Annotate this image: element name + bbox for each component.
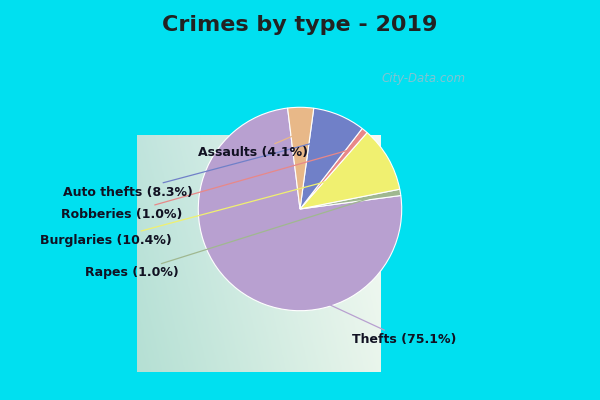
Text: City-Data.com: City-Data.com: [382, 72, 466, 85]
Text: Thefts (75.1%): Thefts (75.1%): [253, 269, 457, 346]
Wedge shape: [300, 128, 367, 209]
Wedge shape: [300, 132, 400, 209]
Wedge shape: [287, 107, 314, 209]
Wedge shape: [300, 189, 401, 209]
Text: Assaults (4.1%): Assaults (4.1%): [198, 133, 308, 160]
Text: Rapes (1.0%): Rapes (1.0%): [85, 196, 375, 279]
Wedge shape: [300, 108, 362, 209]
Text: Burglaries (10.4%): Burglaries (10.4%): [40, 171, 366, 247]
Text: Crimes by type - 2019: Crimes by type - 2019: [163, 15, 437, 35]
Wedge shape: [198, 108, 402, 311]
Text: Auto thefts (8.3%): Auto thefts (8.3%): [63, 139, 329, 198]
Text: Robberies (1.0%): Robberies (1.0%): [61, 150, 349, 221]
